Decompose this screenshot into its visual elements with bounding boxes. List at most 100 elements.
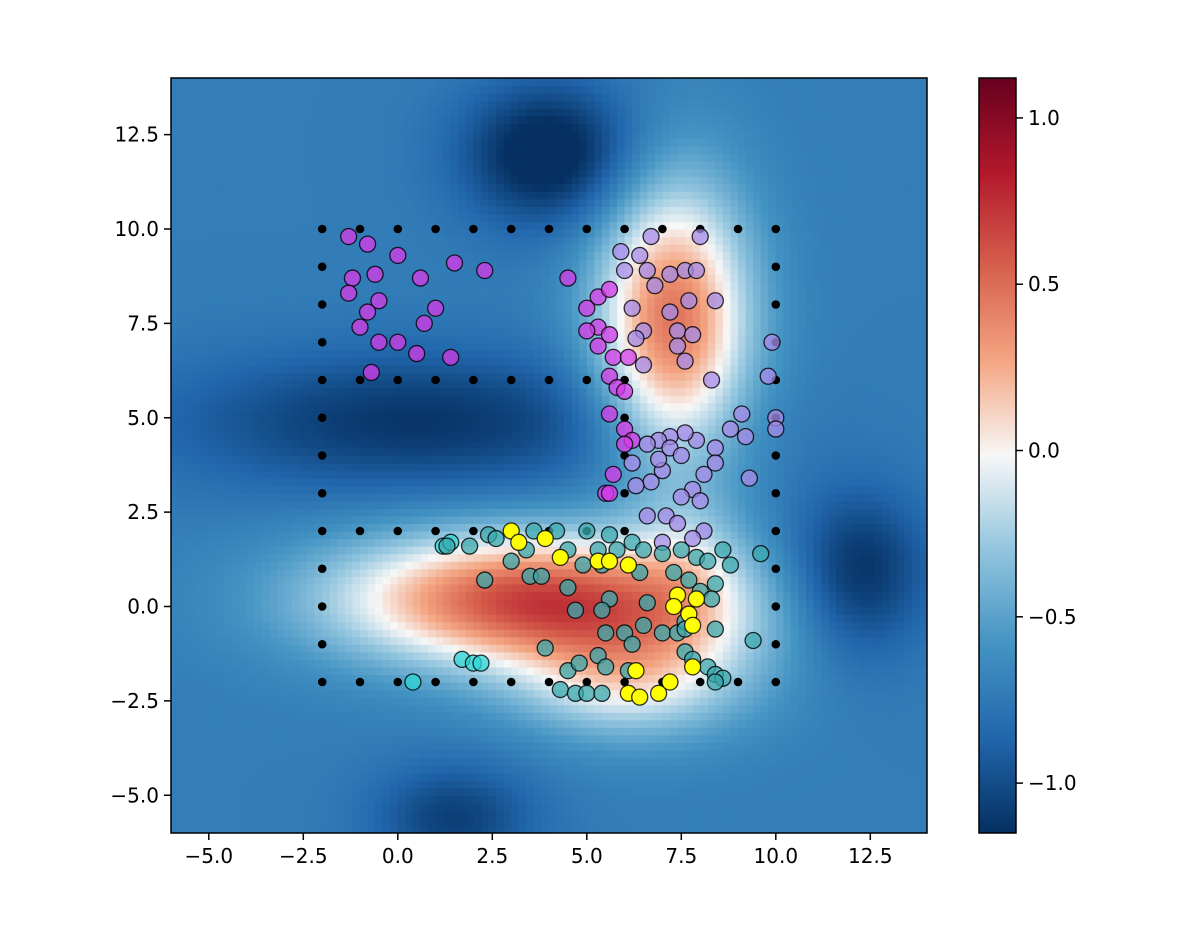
heatmap-cell — [632, 682, 641, 691]
heatmap-cell — [851, 802, 860, 811]
heatmap-cell — [881, 802, 890, 811]
heatmap-cell — [178, 682, 187, 691]
heatmap-cell — [405, 651, 414, 660]
heatmap-cell — [768, 666, 777, 676]
heatmap-cell — [707, 697, 716, 706]
heatmap-cell — [866, 795, 875, 804]
heatmap-cell — [337, 470, 346, 479]
heatmap-cell — [579, 629, 588, 638]
heatmap-cell — [858, 704, 868, 713]
heatmap-cell — [601, 780, 611, 789]
heatmap-cell — [344, 561, 354, 570]
heatmap-cell — [828, 795, 837, 804]
heatmap-cell — [760, 719, 769, 728]
heatmap-cell — [488, 463, 497, 472]
heatmap-cell — [435, 478, 444, 487]
heatmap-cell — [571, 553, 580, 562]
heatmap-cell — [276, 576, 285, 585]
heatmap-cell — [866, 787, 875, 796]
heatmap-cell — [329, 682, 338, 691]
heatmap-cell — [375, 500, 384, 509]
heatmap-cell — [284, 523, 293, 532]
heatmap-cell — [473, 817, 482, 827]
heatmap-cell — [307, 515, 316, 525]
heatmap-cell — [556, 712, 565, 721]
heatmap-cell — [284, 674, 293, 683]
heatmap-cell — [412, 493, 422, 502]
heatmap-cell — [858, 651, 868, 660]
heatmap-cell — [730, 802, 739, 811]
heatmap-cell — [405, 515, 414, 525]
heatmap-cell — [420, 568, 429, 577]
heatmap-cell — [730, 591, 739, 600]
heatmap-cell — [435, 757, 444, 766]
heatmap-cell — [828, 689, 837, 698]
heatmap-cell — [503, 757, 512, 766]
heatmap-cell — [904, 636, 913, 645]
heatmap-cell — [858, 727, 868, 736]
heatmap-cell — [435, 742, 444, 751]
heatmap-cell — [518, 742, 527, 751]
heatmap-cell — [496, 636, 505, 645]
heatmap-cell — [556, 455, 565, 464]
heatmap-cell — [322, 515, 331, 525]
heatmap-cell — [201, 523, 210, 532]
heatmap-cell — [745, 719, 754, 728]
heatmap-cell — [223, 825, 233, 833]
heatmap-cell — [866, 515, 875, 525]
heatmap-cell — [647, 765, 656, 774]
heatmap-cell — [390, 772, 399, 781]
heatmap-cell — [360, 712, 369, 721]
heatmap-cell — [874, 787, 883, 796]
heatmap-cell — [798, 659, 807, 668]
heatmap-cell — [375, 772, 384, 781]
heatmap-cell — [261, 598, 270, 608]
heatmap-cell — [889, 772, 898, 781]
heatmap-cell — [579, 704, 588, 713]
heatmap-cell — [624, 772, 633, 781]
heatmap-cell — [450, 772, 459, 781]
heatmap-cell — [435, 765, 444, 774]
heatmap-cell — [632, 817, 641, 827]
heatmap-cell — [503, 795, 512, 804]
heatmap-cell — [564, 651, 573, 660]
heatmap-cell — [768, 651, 777, 660]
heatmap-cell — [904, 629, 913, 638]
heatmap-cell — [171, 606, 180, 615]
heatmap-cell — [246, 682, 255, 691]
heatmap-cell — [919, 621, 927, 630]
heatmap-cell — [526, 614, 535, 623]
heatmap-cell — [193, 802, 202, 811]
heatmap-cell — [397, 598, 406, 608]
heatmap-cell — [874, 704, 883, 713]
heatmap-cell — [246, 651, 255, 660]
heatmap-cell — [231, 546, 240, 555]
heatmap-cell — [647, 568, 656, 577]
heatmap-cell — [246, 478, 255, 487]
heatmap-cell — [866, 629, 875, 638]
heatmap-cell — [511, 485, 520, 494]
heatmap-cell — [874, 825, 883, 833]
heatmap-cell — [307, 523, 316, 532]
heatmap-cell — [428, 682, 437, 691]
heatmap-cell — [443, 598, 452, 608]
heatmap-cell — [382, 583, 391, 592]
heatmap-cell — [541, 606, 550, 615]
heatmap-cell — [511, 583, 520, 592]
heatmap-cell — [186, 531, 195, 540]
heatmap-cell — [700, 772, 709, 781]
heatmap-cell — [556, 538, 565, 547]
heatmap-cell — [806, 765, 815, 774]
heatmap-cell — [828, 817, 837, 827]
heatmap-cell — [360, 531, 369, 540]
heatmap-cell — [337, 531, 346, 540]
heatmap-cell — [843, 795, 852, 804]
heatmap-cell — [420, 682, 429, 691]
heatmap-cell — [851, 583, 860, 592]
heatmap-cell — [896, 674, 905, 683]
heatmap-cell — [677, 795, 686, 804]
heatmap-cell — [299, 659, 308, 668]
heatmap-cell — [904, 470, 913, 479]
heatmap-cell — [239, 470, 248, 479]
heatmap-cell — [307, 802, 316, 811]
